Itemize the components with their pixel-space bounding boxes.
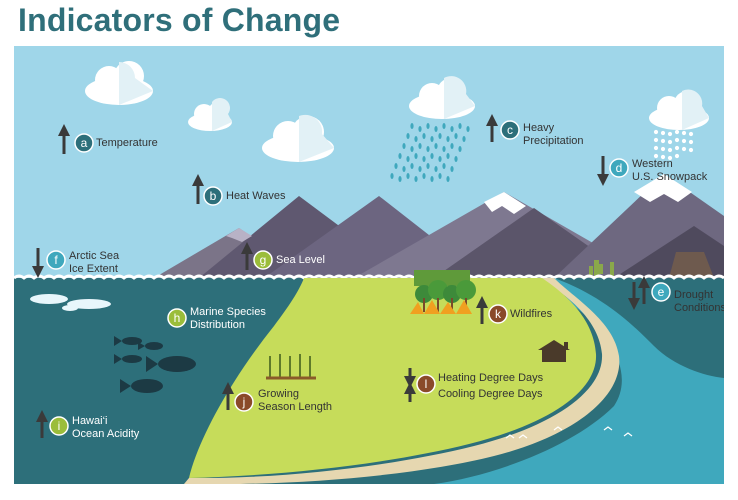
svg-text:e: e bbox=[658, 285, 665, 299]
label-heat-waves: Heat Waves bbox=[226, 190, 286, 202]
label-drought-conditions: Drought Conditions bbox=[674, 289, 724, 314]
cloud-icon bbox=[188, 98, 232, 131]
label-arctic-sea-ice: Arctic Sea Ice Extent bbox=[69, 250, 120, 275]
cactus-icon bbox=[589, 260, 614, 284]
shallow-water bbox=[434, 278, 724, 484]
mountain-range bbox=[154, 174, 724, 278]
svg-text:f: f bbox=[54, 253, 58, 267]
water-ripples bbox=[505, 426, 633, 439]
badge-h: h bbox=[167, 308, 187, 328]
label-heavy-precipitation: Heavy Precipitation bbox=[523, 122, 584, 147]
svg-text:g: g bbox=[260, 253, 267, 267]
cloud-icon bbox=[262, 114, 334, 162]
label-degree-days: Heating Degree Days Cooling Degree Days bbox=[438, 372, 544, 400]
fish-icon bbox=[114, 336, 196, 393]
label-growing-season: Growing Season Length bbox=[258, 388, 333, 413]
wildfire-icon bbox=[410, 270, 476, 314]
badge-a: a bbox=[74, 133, 94, 153]
wave-line bbox=[14, 274, 724, 280]
label-ocean-acidity: Hawai‘i Ocean Acidity bbox=[72, 415, 140, 440]
svg-text:l: l bbox=[425, 377, 428, 391]
svg-text:c: c bbox=[507, 123, 513, 137]
page-title: Indicators of Change bbox=[18, 2, 341, 38]
badge-f: f bbox=[46, 250, 66, 270]
svg-text:j: j bbox=[242, 395, 246, 409]
crop-icon bbox=[266, 354, 316, 380]
label-sea-level: Sea Level bbox=[276, 254, 325, 266]
badge-i: i bbox=[49, 416, 69, 436]
svg-text:b: b bbox=[210, 189, 217, 203]
label-western-snowpack: Western U.S. Snowpack bbox=[632, 158, 708, 183]
svg-text:a: a bbox=[81, 136, 88, 150]
rain-drops bbox=[390, 123, 470, 182]
badge-j: j bbox=[234, 392, 254, 412]
mesa bbox=[669, 252, 714, 278]
svg-text:i: i bbox=[58, 419, 61, 433]
badge-l: l bbox=[416, 374, 436, 394]
snow-cloud-icon bbox=[649, 89, 709, 130]
label-marine-species: Marine Species Distribution bbox=[190, 306, 266, 331]
badge-b: b bbox=[203, 186, 223, 206]
rain-cloud-icon bbox=[409, 76, 475, 119]
sea-ice bbox=[30, 294, 111, 311]
infographic-scene: a b c d e f g h i j k l Temperature Heat… bbox=[14, 46, 724, 484]
badge-d: d bbox=[609, 158, 629, 178]
land bbox=[189, 278, 597, 478]
trend-arrows bbox=[32, 114, 650, 438]
beach bbox=[184, 278, 620, 484]
badge-e: e bbox=[651, 282, 671, 302]
scene-illustration: a b c d e f g h i j k l bbox=[14, 46, 724, 484]
svg-text:d: d bbox=[616, 161, 623, 175]
indicator-badges: a b c d e f g h i j k l bbox=[46, 120, 671, 436]
badge-c: c bbox=[500, 120, 520, 140]
svg-text:k: k bbox=[495, 307, 502, 321]
cloud-icon bbox=[85, 61, 153, 105]
house-icon bbox=[538, 340, 570, 362]
snowflakes bbox=[653, 129, 694, 161]
label-wildfires: Wildfires bbox=[510, 308, 553, 320]
svg-text:h: h bbox=[174, 311, 181, 325]
badge-k: k bbox=[488, 304, 508, 324]
badge-g: g bbox=[253, 250, 273, 270]
label-temperature: Temperature bbox=[96, 137, 158, 149]
